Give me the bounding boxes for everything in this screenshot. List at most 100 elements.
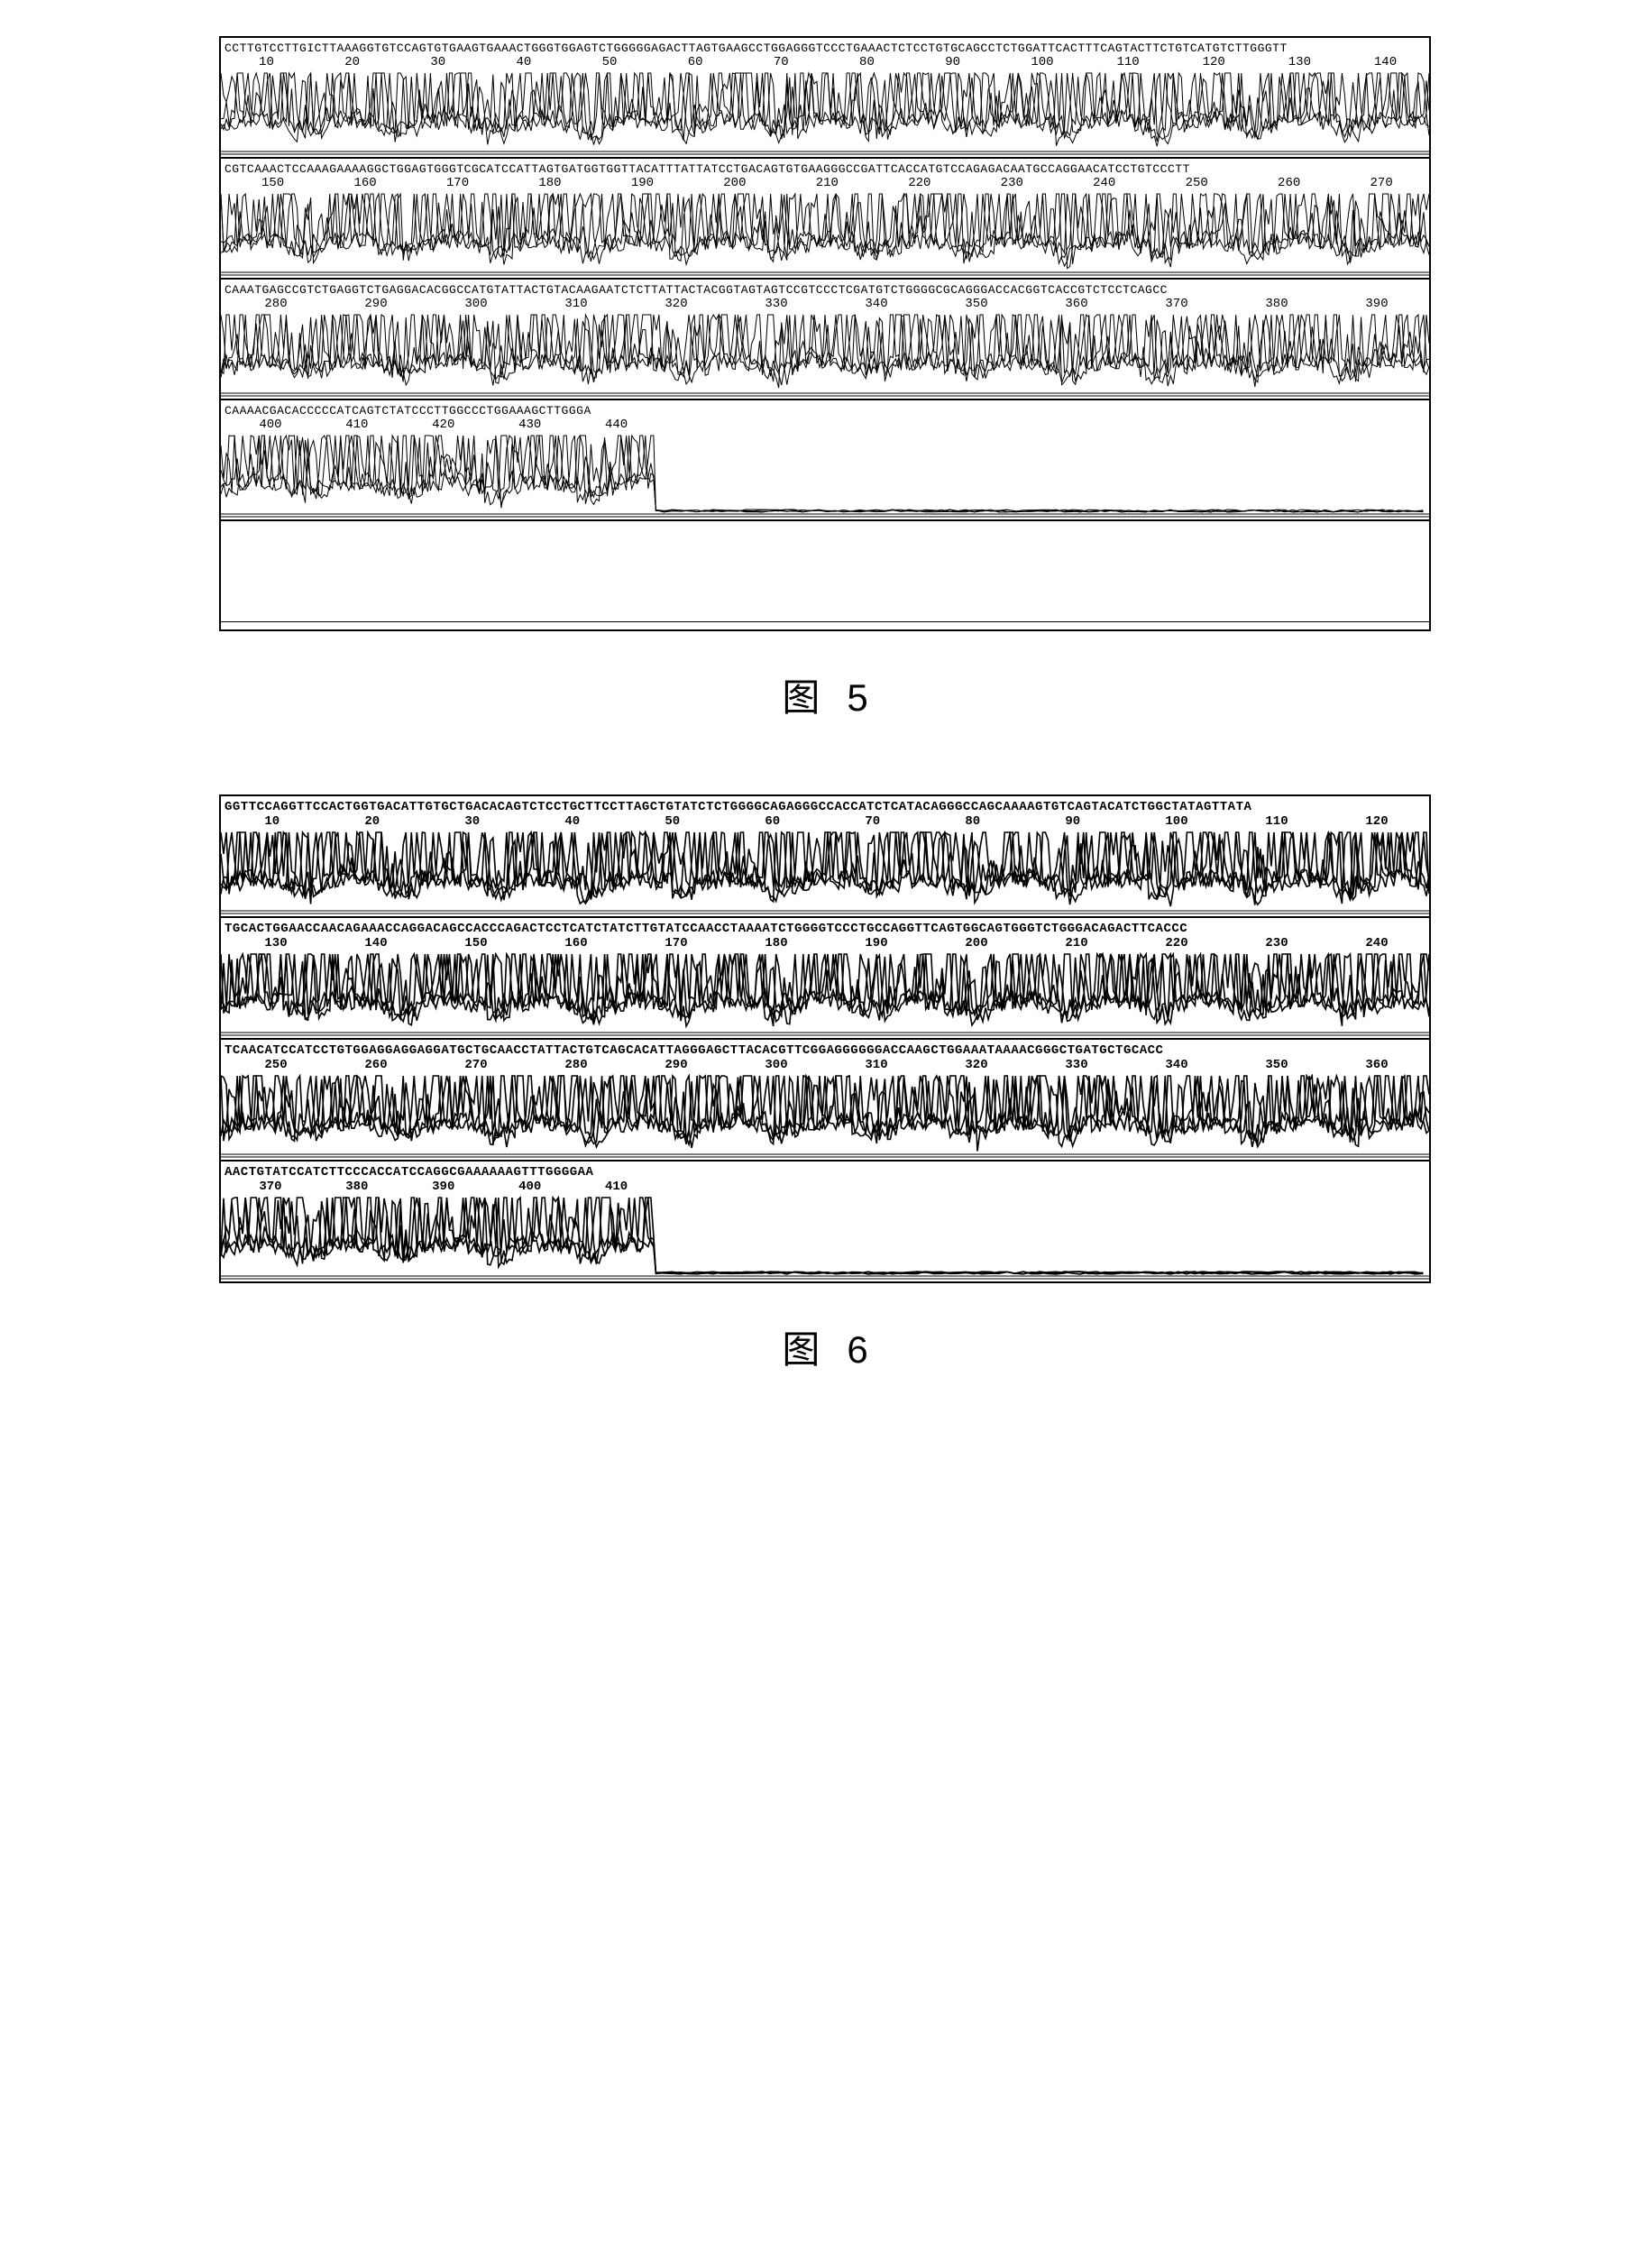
position-ruler: 150160170180190200210220230240250260270 bbox=[225, 176, 1425, 192]
position-label: 410 bbox=[345, 418, 368, 432]
position-label: 350 bbox=[965, 297, 987, 311]
position-label: 350 bbox=[1265, 1058, 1288, 1072]
position-label: 320 bbox=[665, 297, 687, 311]
position-label: 160 bbox=[353, 176, 376, 190]
position-label: 80 bbox=[965, 814, 980, 829]
position-label: 10 bbox=[264, 814, 280, 829]
chromatogram-panel: TGCACTGGAACCAACAGAAACCAGGACAGCCACCCAGACT… bbox=[221, 918, 1429, 1040]
chromatogram-trace bbox=[221, 71, 1429, 157]
position-label: 120 bbox=[1365, 814, 1388, 829]
position-label: 310 bbox=[865, 1058, 887, 1072]
position-label: 270 bbox=[464, 1058, 487, 1072]
caption-number: 5 bbox=[847, 676, 867, 719]
position-ruler: 102030405060708090100110120 bbox=[225, 814, 1425, 831]
position-label: 380 bbox=[1265, 297, 1288, 311]
position-label: 290 bbox=[364, 297, 387, 311]
position-label: 440 bbox=[605, 418, 628, 432]
position-label: 50 bbox=[665, 814, 680, 829]
chromatogram-trace bbox=[221, 434, 1429, 519]
position-label: 190 bbox=[865, 936, 887, 950]
position-label: 170 bbox=[665, 936, 687, 950]
chromatogram-panel: CAAATGAGCCGTCTGAGGTCTGAGGACACGGCCATGTATT… bbox=[221, 280, 1429, 400]
position-label: 50 bbox=[602, 55, 618, 69]
position-ruler: 130140150160170180190200210220230240 bbox=[225, 936, 1425, 952]
position-label: 420 bbox=[432, 418, 454, 432]
position-label: 90 bbox=[945, 55, 960, 69]
position-label: 390 bbox=[1365, 297, 1388, 311]
position-label: 260 bbox=[364, 1058, 387, 1072]
chromatogram-panel bbox=[221, 521, 1429, 629]
chromatogram-trace bbox=[221, 1196, 1429, 1281]
position-label: 340 bbox=[1165, 1058, 1187, 1072]
position-label: 140 bbox=[364, 936, 387, 950]
chromatogram-panel: CGTCAAACTCCAAAGAAAAGGCTGGAGTGGGTCGCATCCA… bbox=[221, 159, 1429, 280]
position-label: 210 bbox=[1065, 936, 1087, 950]
position-label: 230 bbox=[1265, 936, 1288, 950]
position-label: 30 bbox=[430, 55, 445, 69]
position-label: 390 bbox=[432, 1180, 454, 1194]
position-ruler: 250260270280290300310320330340350360 bbox=[225, 1058, 1425, 1074]
position-label: 120 bbox=[1203, 55, 1225, 69]
sequence-text: CCTTGTCCTTGICTTAAAGGTGTCCAGTGTGAAGTGAAAC… bbox=[225, 41, 1425, 55]
position-label: 360 bbox=[1365, 1058, 1388, 1072]
sequence-text: TGCACTGGAACCAACAGAAACCAGGACAGCCACCCAGACT… bbox=[225, 922, 1425, 936]
position-label: 30 bbox=[464, 814, 480, 829]
position-label: 180 bbox=[765, 936, 787, 950]
position-label: 400 bbox=[259, 418, 281, 432]
position-label: 150 bbox=[464, 936, 487, 950]
position-label: 40 bbox=[564, 814, 580, 829]
position-label: 130 bbox=[264, 936, 287, 950]
position-label: 60 bbox=[765, 814, 780, 829]
position-label: 380 bbox=[345, 1180, 368, 1194]
chromatogram-panel: AACTGTATCCATCTTCCCACCATCCAGGCGAAAAAAGTTT… bbox=[221, 1162, 1429, 1281]
position-label: 410 bbox=[605, 1180, 628, 1194]
position-label: 370 bbox=[259, 1180, 281, 1194]
sequence-text: CAAAACGACACCCCCATCAGTCTATCCCTTGGCCCTGGAA… bbox=[225, 404, 1425, 418]
position-label: 330 bbox=[765, 297, 787, 311]
position-label: 110 bbox=[1116, 55, 1139, 69]
panel-stack: CCTTGTCCTTGICTTAAAGGTGTCCAGTGTGAAGTGAAAC… bbox=[219, 36, 1431, 631]
sequence-text: CGTCAAACTCCAAAGAAAAGGCTGGAGTGGGTCGCATCCA… bbox=[225, 162, 1425, 176]
position-label: 290 bbox=[665, 1058, 687, 1072]
position-label: 280 bbox=[264, 297, 287, 311]
sequence-text: GGTTCCAGGTTCCACTGGTGACATTGTGCTGACACAGTCT… bbox=[225, 800, 1425, 814]
position-label: 140 bbox=[1374, 55, 1397, 69]
position-label: 180 bbox=[538, 176, 561, 190]
position-label: 310 bbox=[564, 297, 587, 311]
position-label: 430 bbox=[518, 418, 541, 432]
position-label: 400 bbox=[518, 1180, 541, 1194]
position-label: 360 bbox=[1065, 297, 1087, 311]
chromatogram-panel: CAAAACGACACCCCCATCAGTCTATCCCTTGGCCCTGGAA… bbox=[221, 400, 1429, 521]
position-label: 220 bbox=[908, 176, 930, 190]
position-label: 220 bbox=[1165, 936, 1187, 950]
chromatogram-trace bbox=[221, 192, 1429, 278]
position-label: 300 bbox=[464, 297, 487, 311]
chromatogram-panel: GGTTCCAGGTTCCACTGGTGACATTGTGCTGACACAGTCT… bbox=[221, 796, 1429, 918]
position-label: 190 bbox=[631, 176, 654, 190]
position-label: 370 bbox=[1165, 297, 1187, 311]
figure-caption: 图5 bbox=[36, 667, 1614, 722]
figure-caption: 图6 bbox=[36, 1319, 1614, 1374]
position-label: 170 bbox=[446, 176, 469, 190]
chromatogram-panel: TCAACATCCATCCTGTGGAGGAGGAGGATGCTGCAACCTA… bbox=[221, 1040, 1429, 1162]
position-label: 250 bbox=[1186, 176, 1208, 190]
position-label: 280 bbox=[564, 1058, 587, 1072]
position-label: 200 bbox=[965, 936, 987, 950]
sequence-text: AACTGTATCCATCTTCCCACCATCCAGGCGAAAAAAGTTT… bbox=[225, 1165, 1425, 1180]
position-label: 70 bbox=[865, 814, 880, 829]
position-ruler: 370 380 390 400 410 bbox=[225, 1180, 1425, 1196]
position-label: 240 bbox=[1365, 936, 1388, 950]
position-label: 340 bbox=[865, 297, 887, 311]
position-label: 250 bbox=[264, 1058, 287, 1072]
position-label: 150 bbox=[261, 176, 284, 190]
position-label: 210 bbox=[816, 176, 839, 190]
position-ruler: 102030405060708090100110120130140 bbox=[225, 55, 1425, 71]
chromatogram-trace bbox=[221, 1074, 1429, 1160]
chromatogram-trace bbox=[221, 831, 1429, 916]
figure-5: CCTTGTCCTTGICTTAAAGGTGTCCAGTGTGAAGTGAAAC… bbox=[36, 36, 1614, 722]
position-label: 320 bbox=[965, 1058, 987, 1072]
position-ruler: 280 290 300 310 320 330 340 350 360 370 380 390 bbox=[225, 297, 1425, 313]
sequence-text: CAAATGAGCCGTCTGAGGTCTGAGGACACGGCCATGTATT… bbox=[225, 283, 1425, 297]
position-label: 330 bbox=[1065, 1058, 1087, 1072]
position-label: 110 bbox=[1265, 814, 1288, 829]
